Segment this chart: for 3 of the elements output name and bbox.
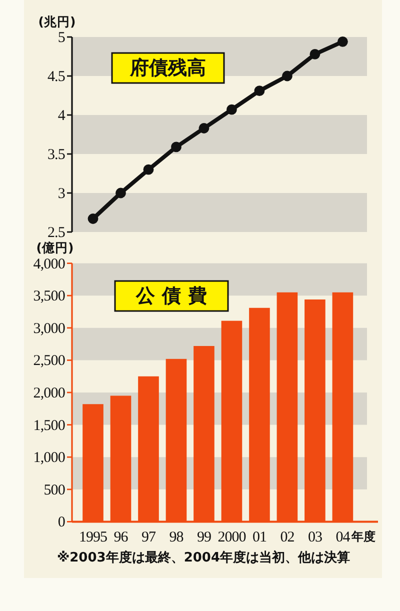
title: 府債残高 [130,57,206,79]
note: ※2003年度は最終、2004年度は当初、他は決算 [57,550,350,566]
title: 公債費 [136,285,214,307]
